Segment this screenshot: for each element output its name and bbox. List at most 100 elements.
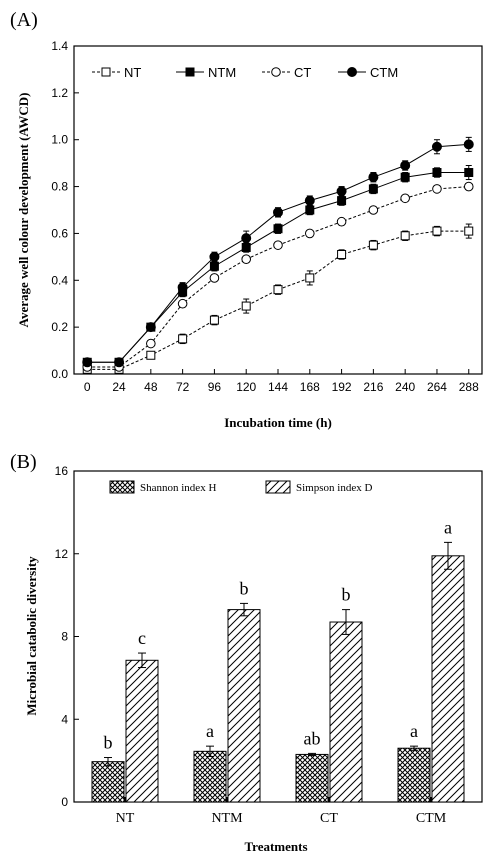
bar-series-simpson: c b b a — [125, 517, 465, 803]
x-category-label: CT — [320, 811, 338, 826]
data-point — [464, 226, 474, 236]
panel-b-label: (B) — [10, 451, 37, 473]
data-point — [305, 273, 315, 283]
data-point — [146, 350, 156, 360]
data-point — [463, 139, 474, 150]
x-tick-label: 0 — [84, 380, 91, 394]
panel-b-x-axis-title: Treatments — [244, 839, 307, 854]
data-point — [368, 205, 379, 215]
y-tick-label: 0.8 — [51, 180, 68, 194]
x-tick-label: 24 — [112, 380, 126, 394]
significance-letter: c — [138, 628, 146, 648]
data-point — [400, 160, 411, 171]
bar — [431, 555, 465, 803]
bar — [227, 609, 261, 803]
data-point — [368, 240, 378, 250]
data-point — [273, 285, 283, 295]
y-tick-label: 12 — [55, 547, 69, 561]
data-point — [145, 322, 156, 333]
x-tick-label: 288 — [459, 380, 479, 394]
data-point — [178, 334, 188, 344]
data-point — [241, 254, 252, 265]
y-tick-label: 1.2 — [51, 86, 68, 100]
data-point — [464, 168, 474, 178]
y-tick-label: 0.6 — [51, 226, 68, 240]
data-point — [432, 184, 442, 194]
bar — [397, 747, 431, 803]
y-tick-label: 0.4 — [51, 273, 68, 287]
panel-b-y-axis-title: Microbial catabolic diversity — [24, 556, 39, 716]
data-point — [177, 298, 188, 309]
legend-marker — [101, 67, 111, 77]
panel-a-line-chart: 0.0 0.2 0.4 0.6 0.8 1.0 1.2 1.4 0 24 48 72 96 120 144 1… — [51, 39, 483, 394]
legend-marker — [185, 67, 195, 77]
bar — [295, 753, 329, 803]
data-point — [209, 261, 219, 271]
x-tick-label: 216 — [363, 380, 383, 394]
legend-marker — [271, 67, 281, 77]
series-ntm — [82, 164, 474, 367]
panel-a-x-axis-title: Incubation time (h) — [224, 415, 332, 430]
data-point — [336, 216, 347, 227]
data-point — [273, 240, 283, 250]
data-point — [177, 282, 188, 293]
legend-label: NTM — [208, 65, 236, 80]
data-point — [241, 233, 252, 244]
bar — [329, 621, 363, 803]
data-point — [241, 301, 251, 311]
data-point — [305, 205, 315, 215]
data-point — [209, 251, 220, 262]
significance-letter: b — [240, 578, 249, 598]
data-point — [209, 273, 220, 283]
significance-letter: ab — [304, 728, 321, 748]
panel-b-bar-chart: 0 4 8 12 16 NT NTM CT CTM b a ab a c b b a Shannon index … — [55, 464, 483, 826]
y-tick-label: 1.4 — [51, 39, 68, 53]
x-tick-label: 120 — [236, 380, 256, 394]
data-point — [304, 195, 315, 206]
series-ctm — [82, 136, 474, 368]
series-line — [87, 230, 469, 370]
x-tick-label: 96 — [208, 380, 222, 394]
bar-series-shannon: b a ab a — [91, 721, 431, 803]
data-point — [431, 141, 442, 152]
bar — [125, 659, 159, 803]
significance-letter: b — [104, 733, 113, 753]
data-point — [337, 196, 347, 206]
significance-letter: a — [444, 517, 452, 537]
series-line — [87, 143, 469, 363]
significance-letter: a — [410, 721, 418, 741]
data-point — [337, 250, 347, 260]
y-tick-label: 4 — [61, 712, 68, 726]
x-tick-label: 168 — [300, 380, 320, 394]
y-tick-label: 1.0 — [51, 133, 68, 147]
x-tick-label: 264 — [427, 380, 447, 394]
data-point — [336, 186, 347, 197]
panel-b-legend: Shannon index H Simpson index D — [109, 480, 372, 494]
legend-label: Shannon index H — [140, 482, 216, 494]
data-point — [463, 181, 474, 192]
y-tick-label: 0 — [61, 795, 68, 809]
x-tick-label: 72 — [176, 380, 190, 394]
x-tick-label: 144 — [268, 380, 288, 394]
data-point — [114, 357, 125, 368]
x-category-label: NT — [116, 811, 135, 826]
x-tick-label: 48 — [144, 380, 158, 394]
x-category-label: NTM — [211, 811, 243, 826]
legend-label: NT — [124, 65, 141, 80]
data-point — [400, 231, 410, 241]
bar — [91, 761, 125, 803]
data-point — [273, 207, 283, 218]
panel-a-y-axis-title: Average well colour development (AWCD) — [16, 93, 31, 328]
legend-label: CTM — [370, 65, 398, 80]
y-tick-label: 0.0 — [51, 367, 68, 381]
data-point — [400, 172, 410, 182]
data-point — [82, 357, 93, 368]
significance-letter: b — [342, 585, 351, 605]
data-point — [432, 168, 442, 178]
legend-label: CT — [294, 65, 311, 80]
legend-swatch — [109, 480, 135, 494]
panel-a-legend: NT NTM CT CTM — [92, 65, 398, 80]
y-tick-label: 8 — [61, 630, 68, 644]
x-tick-label: 240 — [395, 380, 415, 394]
